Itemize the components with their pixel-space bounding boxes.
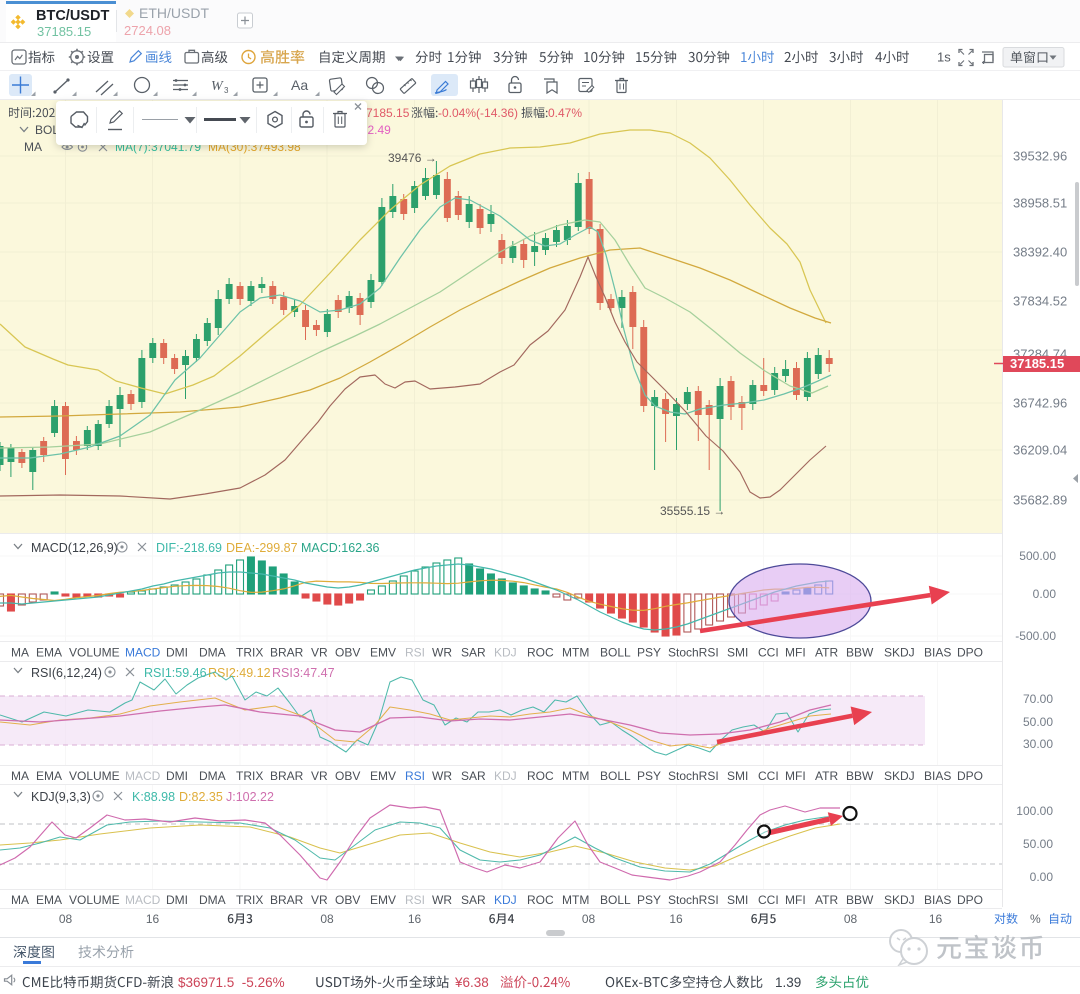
svg-text:36742.96: 36742.96 [1013, 396, 1067, 411]
svg-text:0.47%: 0.47% [548, 106, 582, 120]
svg-text:D:82.35: D:82.35 [179, 790, 223, 804]
svg-text:BTC/USDT: BTC/USDT [36, 8, 109, 24]
svg-text:100.00: 100.00 [1016, 804, 1053, 818]
svg-text:37185.15: 37185.15 [37, 24, 91, 39]
svg-text:08: 08 [320, 912, 334, 926]
svg-text:37834.52: 37834.52 [1013, 294, 1067, 309]
svg-text:Aa: Aa [291, 77, 308, 93]
svg-text:70.00: 70.00 [1023, 692, 1053, 706]
svg-text:2724.08: 2724.08 [124, 23, 171, 38]
svg-text:0.00: 0.00 [1033, 587, 1057, 601]
svg-text:39532.96: 39532.96 [1013, 149, 1067, 164]
svg-text:36209.04: 36209.04 [1013, 443, 1067, 458]
svg-text:RSI(6,12,24): RSI(6,12,24) [31, 666, 102, 680]
svg-text:ETH/USDT: ETH/USDT [139, 5, 209, 21]
svg-text:37185.15: 37185.15 [1010, 356, 1064, 371]
svg-text:MACD(12,26,9): MACD(12,26,9) [31, 541, 118, 555]
svg-text:0.00: 0.00 [1030, 870, 1054, 884]
svg-text:%: % [1030, 912, 1041, 926]
svg-text:16: 16 [146, 912, 160, 926]
svg-text:$36971.5 -5.26%: $36971.5 -5.26% [178, 975, 285, 990]
svg-text:¥6.38: ¥6.38 [454, 975, 489, 990]
svg-text:35682.89: 35682.89 [1013, 493, 1067, 508]
svg-text:RSI3:47.47: RSI3:47.47 [272, 666, 335, 680]
svg-text:39476 →: 39476 → [388, 151, 437, 165]
svg-text:2.49: 2.49 [368, 123, 392, 137]
svg-text:RSI1:59.46: RSI1:59.46 [144, 666, 207, 680]
svg-text:MACD:162.36: MACD:162.36 [301, 541, 380, 555]
svg-text:50.00: 50.00 [1023, 837, 1053, 851]
svg-text:W: W [211, 79, 224, 94]
svg-text:1s: 1s [937, 50, 951, 65]
svg-text:38958.51: 38958.51 [1013, 196, 1067, 211]
svg-text:K:88.98: K:88.98 [132, 790, 175, 804]
svg-text:DIF:-218.69: DIF:-218.69 [156, 541, 222, 555]
svg-text:RSI2:49.12: RSI2:49.12 [208, 666, 271, 680]
svg-text:50.00: 50.00 [1023, 715, 1053, 729]
svg-text:3: 3 [224, 86, 229, 95]
svg-text:KDJ(9,3,3): KDJ(9,3,3) [31, 790, 91, 804]
svg-text:-500.00: -500.00 [1015, 629, 1056, 643]
svg-text:-0.04%(-14.36): -0.04%(-14.36) [438, 106, 518, 120]
svg-text:J:102.22: J:102.22 [226, 790, 274, 804]
svg-text:16: 16 [408, 912, 422, 926]
svg-text:08: 08 [844, 912, 858, 926]
svg-text:38392.40: 38392.40 [1013, 245, 1067, 260]
svg-text:7185.15: 7185.15 [366, 106, 410, 120]
svg-text:08: 08 [582, 912, 596, 926]
svg-text:500.00: 500.00 [1019, 549, 1056, 563]
svg-text:MA: MA [24, 140, 42, 154]
svg-text:16: 16 [929, 912, 943, 926]
svg-text:08: 08 [59, 912, 73, 926]
svg-text:DEA:-299.87: DEA:-299.87 [226, 541, 298, 555]
svg-text:35555.15 →: 35555.15 → [660, 504, 725, 518]
svg-text:16: 16 [669, 912, 683, 926]
svg-text:1.39: 1.39 [775, 975, 801, 990]
svg-text:30.00: 30.00 [1023, 737, 1053, 751]
